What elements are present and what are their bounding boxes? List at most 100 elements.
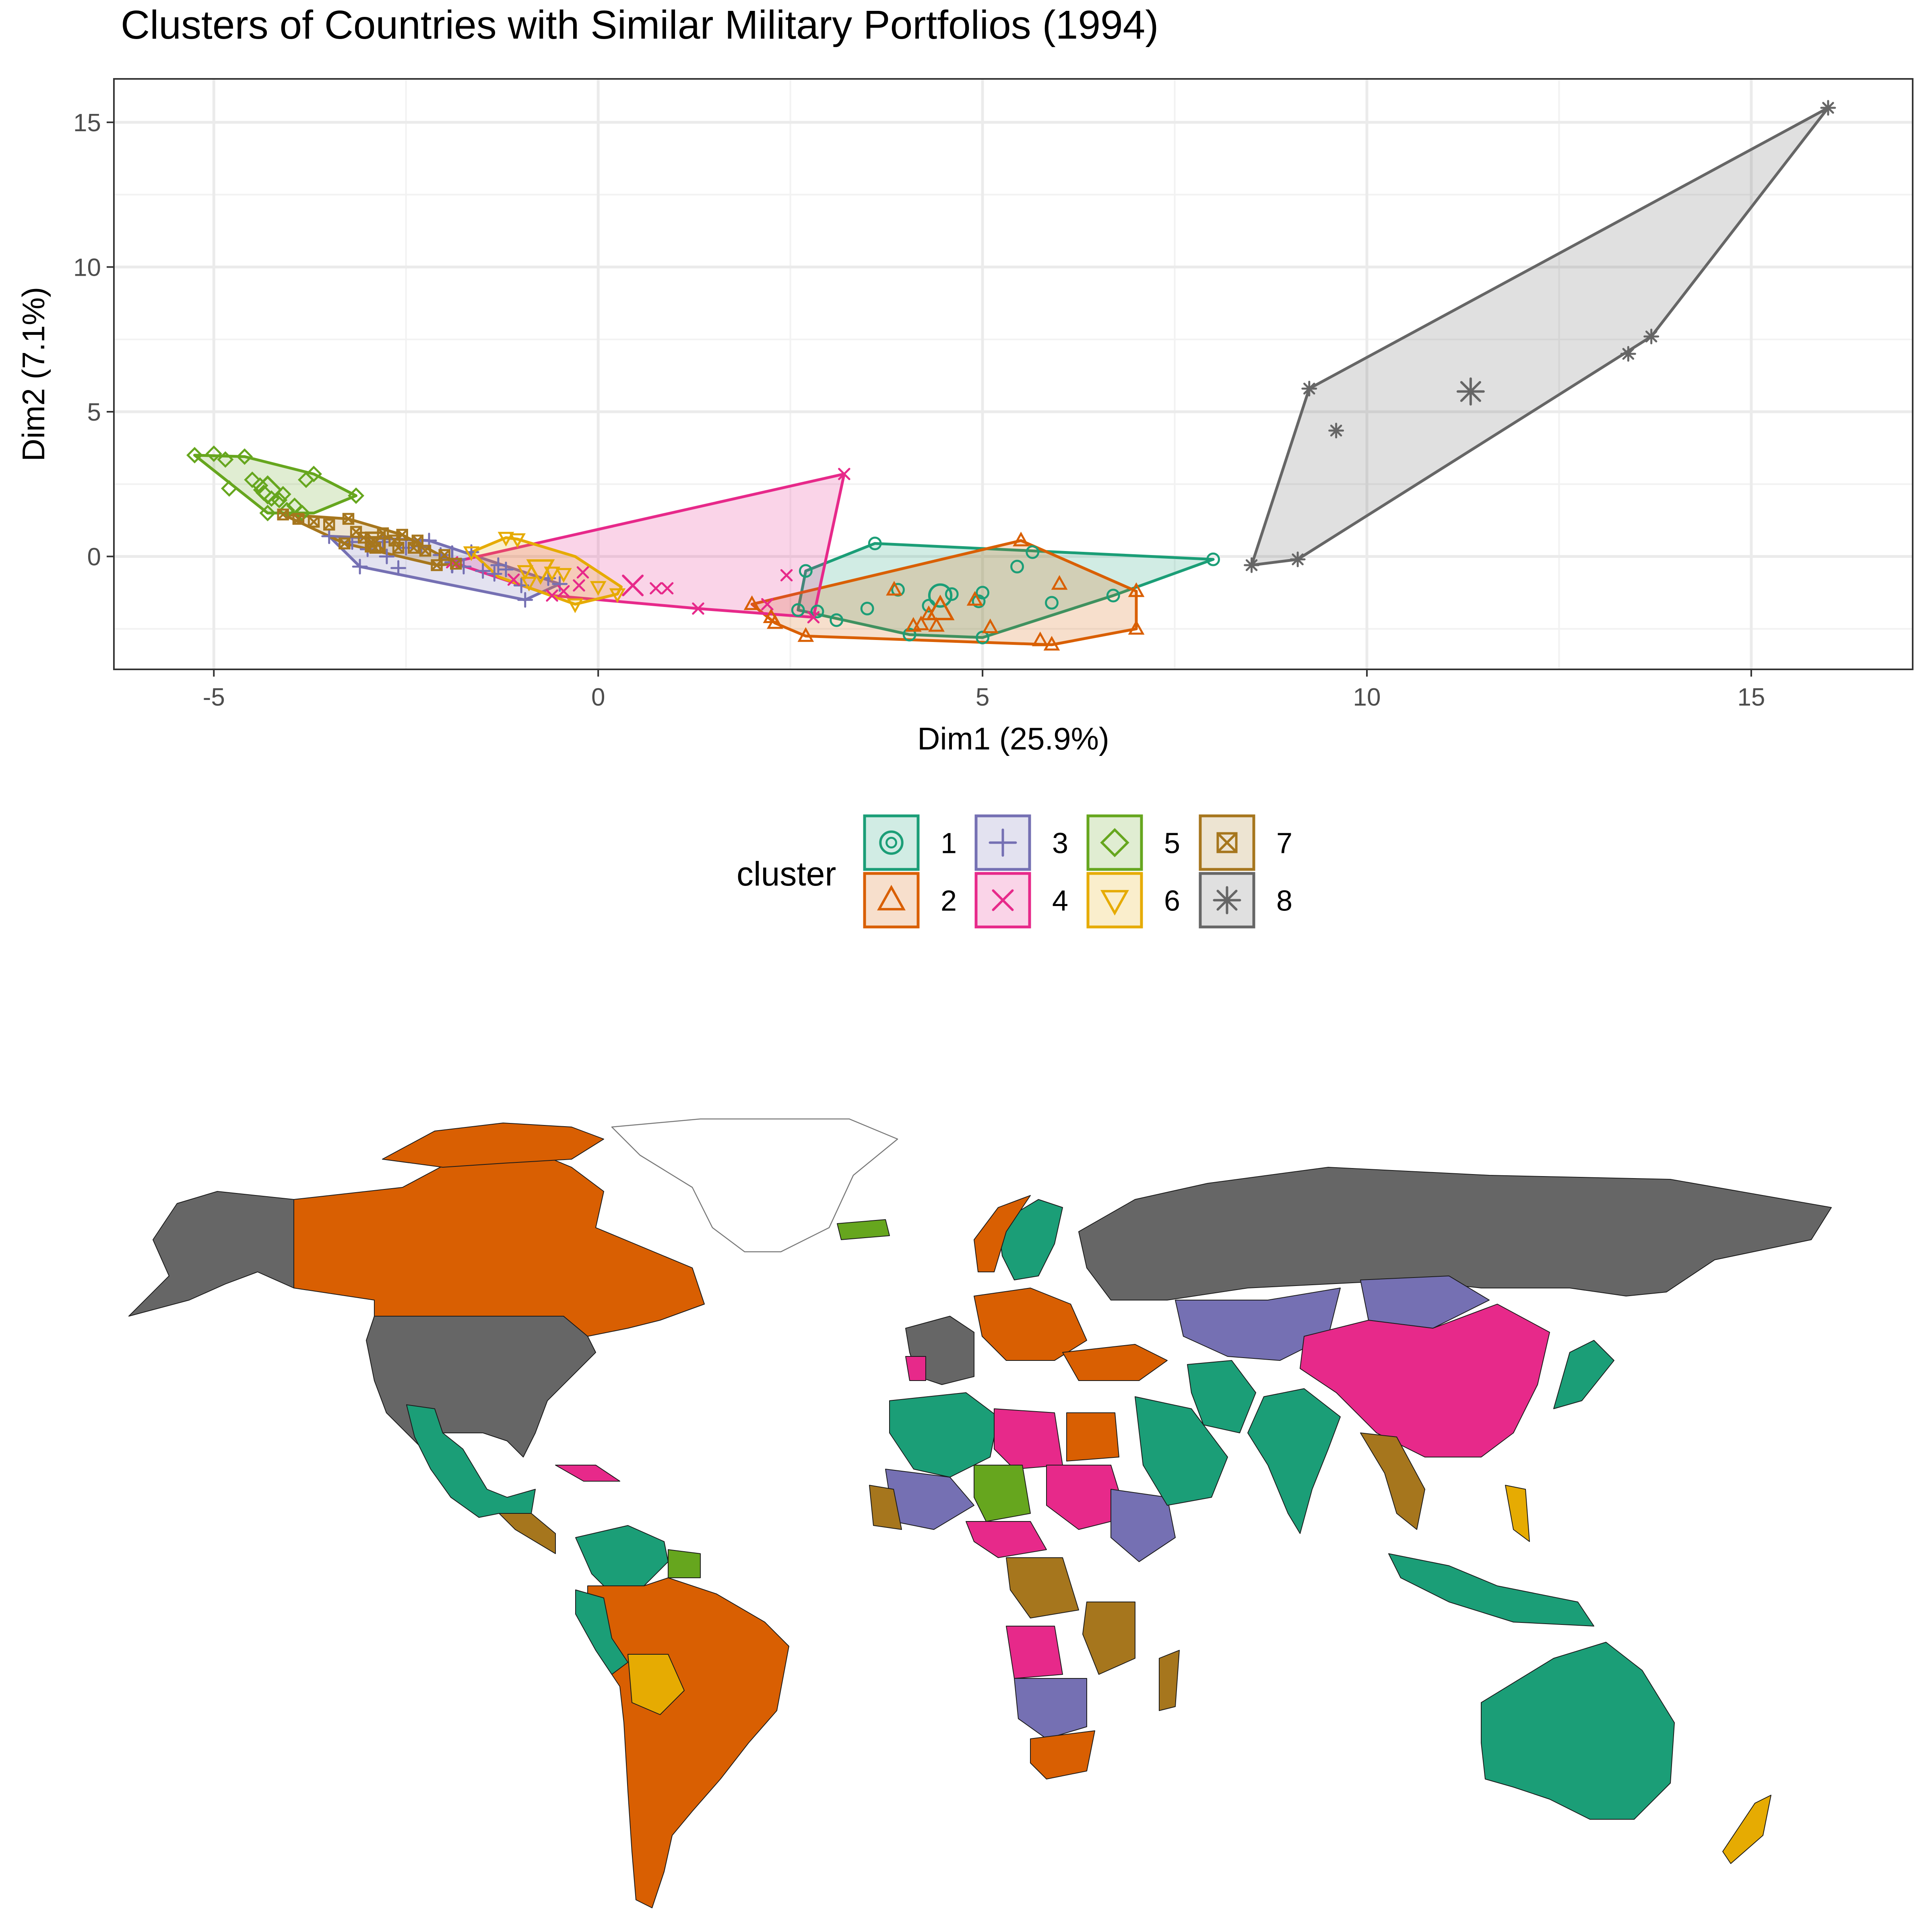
cluster-6-point — [590, 581, 607, 596]
cluster-2-point — [1013, 531, 1030, 547]
cluster-2-point — [928, 617, 945, 632]
legend-key-marker — [992, 889, 1014, 911]
cluster-1-point — [1106, 588, 1120, 603]
cluster-4-point — [661, 582, 674, 594]
y-tick-label: 10 — [73, 254, 101, 281]
cluster-hulls — [193, 106, 1830, 646]
legend-key-marker — [1100, 828, 1129, 857]
legend-key-marker — [1216, 832, 1238, 853]
legend-key — [863, 872, 920, 929]
country-west-africa — [869, 1485, 902, 1530]
data-points — [186, 100, 1836, 651]
cluster-4-point — [780, 569, 793, 582]
country-china — [1300, 1304, 1550, 1457]
legend-item-5: 5 — [1086, 814, 1180, 871]
cluster-1-point — [791, 603, 805, 617]
x-tick-label: 10 — [1353, 683, 1381, 711]
cluster-3-point — [517, 592, 533, 608]
cluster-1-hull — [797, 542, 1215, 639]
cluster-1-point — [945, 587, 959, 601]
cluster-5-point — [186, 447, 203, 464]
x-axis-title: Dim1 (25.9%) — [917, 721, 1109, 756]
cluster-4-point — [838, 468, 850, 480]
cluster-5-point — [348, 487, 365, 504]
cluster-7-point — [339, 537, 351, 549]
cluster-7-point — [450, 557, 462, 570]
country-iberia — [905, 1356, 926, 1381]
y-tick-label: 5 — [87, 398, 101, 426]
cluster-3-point — [390, 560, 407, 576]
country-iceland — [837, 1219, 890, 1240]
cluster-2-point — [886, 581, 902, 596]
cluster-4-point — [573, 579, 585, 592]
legend-label: 5 — [1164, 828, 1180, 860]
cluster-8-point — [1328, 423, 1344, 439]
cluster-3-point — [475, 563, 491, 579]
legend-key-marker — [877, 885, 906, 910]
cluster-6-point — [544, 566, 561, 582]
scatter-plot: -5 0 5 10 15 0 5 10 15 Dim1 (25.9%) Dim2 (7.1%) — [16, 78, 1913, 756]
cluster-5-centroid — [253, 475, 283, 505]
cluster-5-point — [271, 491, 288, 508]
cluster-2-centroid — [926, 594, 955, 620]
legend-label: 6 — [1164, 885, 1180, 917]
legend-item-2: 2 — [863, 872, 957, 929]
cluster-7-point — [308, 516, 320, 528]
cluster-1-point — [976, 586, 990, 600]
cluster-1-point — [891, 583, 905, 597]
country-brazil-south-america — [587, 1577, 789, 1908]
cluster-3-point — [352, 559, 368, 575]
cluster-2-point — [966, 591, 983, 606]
legend-item-1: 1 — [863, 814, 957, 871]
country-madagascar — [1159, 1650, 1180, 1711]
cluster-5-point — [305, 466, 322, 483]
cluster-7-point — [396, 528, 408, 541]
panel-border — [113, 78, 1913, 670]
cluster-5-point — [221, 480, 238, 497]
country-canada — [293, 1147, 705, 1337]
cluster-2-point — [797, 627, 814, 642]
cluster-7-point — [292, 513, 305, 525]
cluster-4-point — [507, 573, 520, 586]
x-tick-label: -5 — [203, 683, 225, 711]
country-mexico — [406, 1404, 536, 1518]
country-bolivia — [627, 1654, 685, 1715]
cluster-5-point — [294, 505, 311, 522]
legend-item-8: 8 — [1199, 872, 1292, 929]
legend-label: 8 — [1276, 885, 1292, 917]
country-guyanas — [668, 1549, 701, 1578]
cluster-6-point — [520, 576, 537, 592]
legend-key-marker — [989, 828, 1017, 857]
world-map — [128, 1118, 1832, 1908]
cluster-1-point — [810, 605, 824, 619]
cluster-3-point — [379, 549, 395, 565]
cluster-1-point — [976, 630, 990, 644]
cluster-3-point — [486, 566, 502, 582]
cluster-4-point — [692, 602, 704, 615]
cluster-4-point — [546, 589, 558, 602]
legend-label: 3 — [1052, 828, 1068, 860]
country-tanzania-mozambique — [1082, 1602, 1135, 1675]
cluster-6-point — [517, 565, 534, 580]
country-new-zealand — [1722, 1795, 1771, 1864]
country-north-africa-west — [889, 1392, 999, 1478]
cluster-3-point — [398, 540, 414, 556]
legend-title: cluster — [737, 855, 836, 893]
cluster-3-point — [321, 528, 337, 544]
country-philippines — [1505, 1485, 1530, 1542]
cluster-2-point — [912, 615, 929, 630]
cluster-4-point — [807, 611, 820, 623]
cluster-1-point — [1045, 596, 1059, 610]
country-peru-ecuador — [575, 1589, 628, 1675]
cluster-7-point — [277, 508, 289, 521]
legend-item-6: 6 — [1086, 872, 1180, 929]
country-central-africa — [966, 1521, 1047, 1558]
cluster-6-point — [567, 598, 584, 613]
cluster-8-centroid — [1456, 377, 1485, 406]
country-southern-africa — [1014, 1678, 1087, 1739]
legend-key-marker — [879, 830, 904, 855]
cluster-7-centroid — [365, 531, 386, 553]
cluster-2-point — [1043, 636, 1060, 651]
cluster-1-point — [1026, 545, 1040, 559]
